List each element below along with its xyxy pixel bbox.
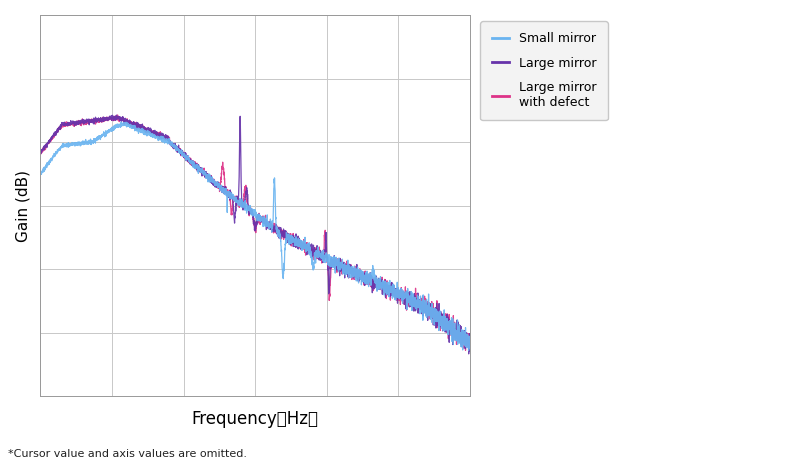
Legend: Small mirror, Large mirror, Large mirror
with defect: Small mirror, Large mirror, Large mirror… <box>481 21 608 120</box>
Y-axis label: Gain (dB): Gain (dB) <box>15 170 30 242</box>
X-axis label: Frequency（Hz）: Frequency（Hz） <box>191 409 319 427</box>
Text: *Cursor value and axis values are omitted.: *Cursor value and axis values are omitte… <box>8 449 247 459</box>
